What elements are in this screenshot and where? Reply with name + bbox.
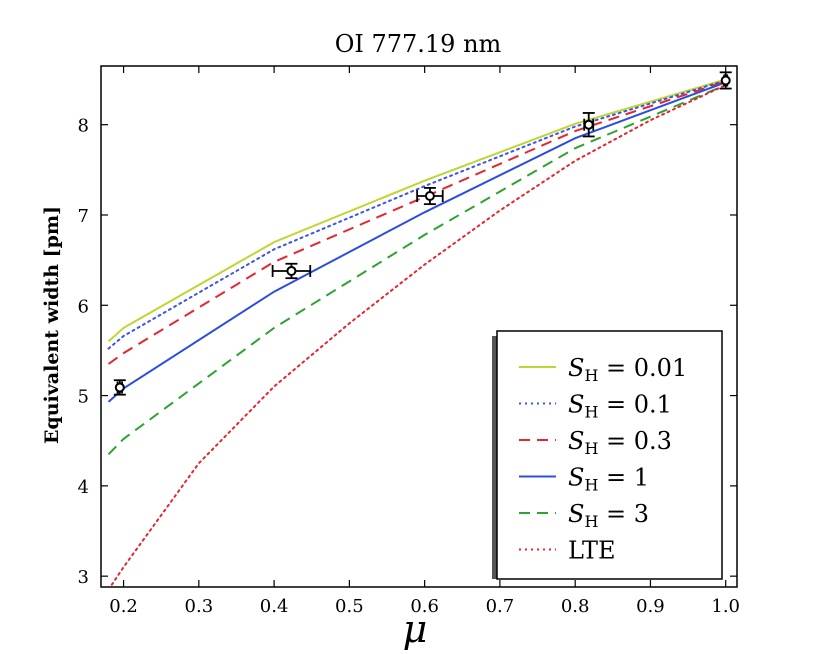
x-tick-label: 0.2 <box>109 596 138 617</box>
observation-marker <box>286 265 297 276</box>
y-tick-label: 6 <box>78 296 89 317</box>
legend-label: LTE <box>568 537 616 565</box>
series-line-0 <box>107 78 726 343</box>
legend-label: SH = 0.01 <box>568 354 687 385</box>
observation-point <box>113 379 126 396</box>
observation-point <box>271 262 312 280</box>
observation-marker <box>114 382 125 393</box>
legend-entry: SH = 0.01 <box>519 354 687 385</box>
legend-label: SH = 1 <box>568 464 649 495</box>
y-tick-label: 4 <box>78 477 89 498</box>
x-tick-label: 0.9 <box>636 596 665 617</box>
y-tick-label: 7 <box>78 206 89 227</box>
legend-box <box>496 330 723 580</box>
legend-entry: SH = 0.1 <box>519 391 672 422</box>
observation-point <box>582 112 595 138</box>
x-tick-label: 0.8 <box>561 596 590 617</box>
y-tick-label: 3 <box>78 567 89 588</box>
x-tick-label: 0.6 <box>410 596 439 617</box>
observation-marker <box>583 119 594 130</box>
observation-marker <box>424 191 435 202</box>
x-tick-label: 0.3 <box>185 596 214 617</box>
y-tick-label: 8 <box>78 116 89 137</box>
series-line-2 <box>107 80 727 365</box>
series-line-4 <box>107 84 727 456</box>
x-axis-label: μ <box>403 607 428 651</box>
legend-label: SH = 3 <box>568 500 649 531</box>
legend-entry: SH = 1 <box>519 464 649 495</box>
legend: SH = 0.01 SH = 0.1 SH = 0.3 SH = 1 SH = 3 LTE <box>492 330 723 580</box>
legend-label: SH = 0.3 <box>568 427 672 458</box>
x-tick-label: 0.7 <box>486 596 515 617</box>
x-tick-label: 0.5 <box>335 596 364 617</box>
series-line-5 <box>109 84 727 587</box>
x-tick-label: 0.4 <box>260 596 289 617</box>
x-tick-label: 1.0 <box>711 596 740 617</box>
plot-frame <box>100 65 738 588</box>
legend-entry: SH = 3 <box>519 500 649 531</box>
chart-title: OI 777.19 nm <box>335 30 502 58</box>
legend-entry: SH = 0.3 <box>519 427 672 458</box>
observation-marker <box>720 75 731 86</box>
y-axis-label: Equivalent width [pm] <box>41 206 63 444</box>
observation-point <box>416 186 444 206</box>
legend-entry: LTE <box>519 537 616 565</box>
legend-label: SH = 0.1 <box>568 391 672 422</box>
y-tick-label: 5 <box>78 387 89 408</box>
plot-area: 0.2 0.3 0.4 0.5 0.6 0.7 0.8 0.9 1.0 3 4 5 6 7 8 <box>78 65 740 617</box>
series-line-1 <box>107 79 727 350</box>
